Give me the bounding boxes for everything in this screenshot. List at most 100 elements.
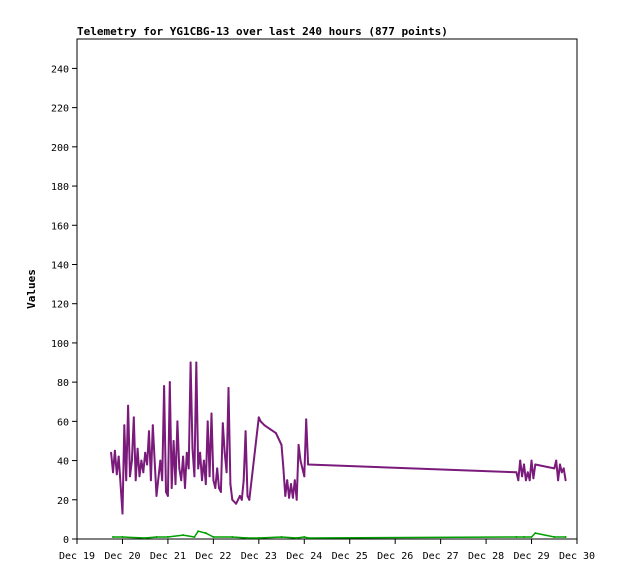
data-point bbox=[532, 477, 535, 480]
data-point bbox=[530, 536, 533, 538]
y-tick-label: 0 bbox=[63, 535, 69, 546]
data-point bbox=[197, 467, 200, 470]
data-point bbox=[166, 494, 169, 497]
data-point bbox=[208, 475, 211, 478]
data-point bbox=[148, 430, 150, 433]
data-point bbox=[142, 471, 145, 474]
data-point bbox=[176, 420, 179, 423]
data-point bbox=[197, 530, 200, 533]
data-point bbox=[242, 479, 245, 482]
data-point bbox=[517, 479, 520, 482]
data-point bbox=[231, 536, 234, 538]
data-point bbox=[146, 463, 149, 466]
data-point bbox=[199, 451, 202, 454]
y-tick-label: 60 bbox=[57, 417, 69, 428]
x-tick-label: Dec 30 bbox=[559, 551, 595, 562]
x-tick-label: Dec 19 bbox=[59, 551, 95, 562]
y-tick-label: 200 bbox=[51, 143, 69, 154]
x-axis: Dec 19 Dec 20 Dec 21 Dec 22 Dec 23 Dec 24 Dec … bbox=[59, 539, 595, 562]
data-point bbox=[553, 467, 556, 470]
data-point bbox=[235, 502, 238, 505]
x-tick-label: Dec 20 bbox=[104, 551, 140, 562]
data-point bbox=[163, 385, 166, 388]
data-point bbox=[299, 459, 302, 462]
y-axis-label: Values bbox=[25, 269, 38, 309]
data-point bbox=[259, 420, 262, 423]
data-point bbox=[530, 459, 533, 462]
series-layer bbox=[110, 361, 567, 539]
data-point bbox=[193, 536, 196, 538]
data-point bbox=[276, 436, 279, 438]
x-tick-label: Dec 22 bbox=[195, 551, 231, 562]
data-point bbox=[524, 479, 527, 482]
data-point bbox=[151, 424, 154, 427]
data-point bbox=[189, 361, 192, 364]
data-point bbox=[557, 479, 560, 482]
data-point bbox=[564, 479, 567, 482]
chart-title: Telemetry for YG1CBG-13 over last 240 ho… bbox=[77, 25, 448, 38]
y-tick-label: 100 bbox=[51, 339, 69, 350]
y-tick-label: 40 bbox=[57, 457, 69, 468]
data-point bbox=[185, 451, 188, 454]
data-point bbox=[238, 494, 241, 497]
data-point bbox=[301, 467, 304, 470]
data-point bbox=[125, 479, 128, 482]
data-point bbox=[140, 459, 143, 462]
data-point bbox=[564, 536, 567, 538]
data-point bbox=[202, 459, 205, 462]
data-point bbox=[559, 463, 561, 466]
data-point bbox=[303, 475, 306, 478]
data-point bbox=[515, 536, 518, 538]
data-point bbox=[244, 430, 247, 433]
data-point bbox=[121, 512, 124, 515]
data-point bbox=[121, 536, 124, 538]
data-point bbox=[286, 479, 289, 482]
plot-frame bbox=[76, 38, 578, 540]
x-tick-label: Dec 25 bbox=[332, 551, 368, 562]
data-point bbox=[528, 479, 531, 482]
x-tick-label: Dec 27 bbox=[423, 551, 459, 562]
data-point bbox=[159, 459, 162, 462]
data-point bbox=[155, 494, 158, 497]
data-point bbox=[263, 424, 266, 427]
data-point bbox=[274, 432, 277, 435]
data-point bbox=[560, 471, 563, 474]
data-point bbox=[269, 428, 272, 431]
data-point bbox=[297, 443, 300, 446]
data-point bbox=[240, 498, 243, 501]
data-point bbox=[115, 473, 118, 476]
data-point bbox=[534, 532, 537, 535]
data-point bbox=[206, 420, 209, 423]
data-point bbox=[218, 487, 220, 489]
data-point bbox=[168, 381, 171, 384]
data-point bbox=[246, 537, 249, 539]
data-point bbox=[174, 483, 177, 486]
data-point bbox=[521, 475, 524, 478]
data-point bbox=[562, 467, 565, 470]
data-point bbox=[225, 471, 228, 474]
x-tick-label: Dec 23 bbox=[241, 551, 277, 562]
data-point bbox=[246, 494, 249, 497]
data-point bbox=[134, 479, 137, 482]
data-point bbox=[227, 387, 230, 389]
data-point bbox=[212, 536, 215, 538]
data-point bbox=[534, 463, 537, 466]
series-line-1 bbox=[110, 361, 567, 515]
y-tick-label: 240 bbox=[51, 64, 69, 75]
data-point bbox=[204, 483, 207, 486]
data-point bbox=[284, 494, 287, 497]
data-point bbox=[144, 451, 147, 454]
data-point bbox=[257, 537, 260, 539]
data-point bbox=[282, 467, 285, 470]
data-point bbox=[307, 537, 310, 539]
data-point bbox=[193, 475, 196, 478]
data-point bbox=[303, 536, 306, 538]
data-point bbox=[216, 467, 219, 470]
data-point bbox=[117, 455, 120, 458]
y-tick-label: 20 bbox=[57, 496, 69, 507]
data-point bbox=[214, 487, 217, 489]
data-point bbox=[212, 479, 215, 482]
data-point bbox=[223, 451, 226, 454]
data-point bbox=[182, 534, 185, 537]
